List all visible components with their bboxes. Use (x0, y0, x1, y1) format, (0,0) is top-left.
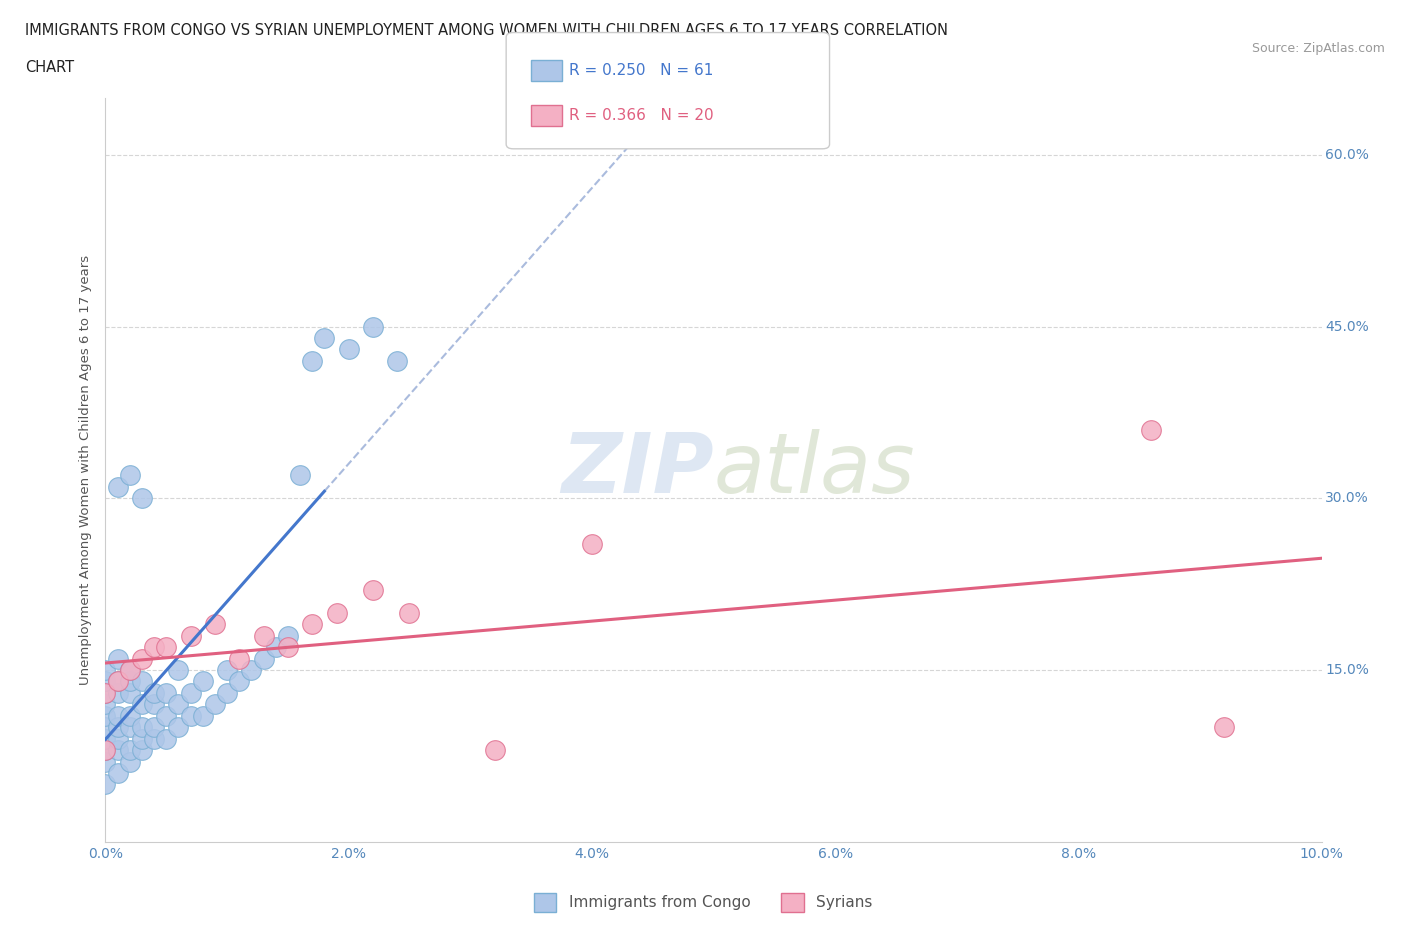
Point (94, 697, 117, 711)
Point (94, 777, 117, 791)
Point (107, 709, 129, 724)
Point (252, 628, 274, 643)
Point (191, 674, 214, 689)
Text: R = 0.250   N = 61: R = 0.250 N = 61 (569, 63, 714, 78)
Point (118, 743, 141, 758)
Point (301, 617, 323, 631)
Point (143, 685, 166, 700)
Point (484, 743, 506, 758)
Text: 45.0%: 45.0% (1326, 320, 1369, 334)
Point (217, 685, 239, 700)
Point (191, 709, 214, 724)
Point (94, 709, 117, 724)
Point (107, 731, 129, 746)
Point (167, 697, 190, 711)
Y-axis label: Unemployment Among Women with Children Ages 6 to 17 years: Unemployment Among Women with Children A… (79, 255, 93, 684)
Point (228, 674, 250, 689)
Point (118, 662, 141, 677)
Point (204, 617, 226, 631)
Point (155, 709, 177, 724)
Point (361, 582, 384, 597)
Point (94, 754, 117, 769)
Point (252, 651, 274, 666)
Point (118, 720, 141, 735)
Point (107, 720, 129, 735)
Point (155, 640, 177, 655)
Text: ZIP: ZIP (561, 429, 713, 511)
Point (314, 330, 336, 345)
Point (118, 468, 141, 483)
Point (387, 353, 409, 368)
Point (1213, 720, 1236, 735)
Point (361, 319, 384, 334)
Text: 15.0%: 15.0% (1326, 663, 1369, 677)
Point (167, 662, 190, 677)
Point (118, 709, 141, 724)
Point (94, 731, 117, 746)
Point (94, 720, 117, 735)
Point (180, 628, 202, 643)
Point (398, 605, 420, 620)
Point (107, 685, 129, 700)
Point (301, 353, 323, 368)
Point (1140, 422, 1163, 437)
Legend: Immigrants from Congo, Syrians: Immigrants from Congo, Syrians (527, 887, 879, 918)
Point (131, 674, 153, 689)
Point (337, 342, 360, 357)
Point (167, 720, 190, 735)
Text: R = 0.366   N = 20: R = 0.366 N = 20 (569, 108, 714, 123)
Point (131, 697, 153, 711)
Point (143, 720, 166, 735)
Text: 60.0%: 60.0% (1326, 148, 1369, 162)
Point (94, 743, 117, 758)
Point (94, 685, 117, 700)
Point (240, 662, 263, 677)
Point (107, 674, 129, 689)
Text: IMMIGRANTS FROM CONGO VS SYRIAN UNEMPLOYMENT AMONG WOMEN WITH CHILDREN AGES 6 TO: IMMIGRANTS FROM CONGO VS SYRIAN UNEMPLOY… (25, 23, 948, 38)
Point (118, 754, 141, 769)
Point (131, 743, 153, 758)
Point (118, 685, 141, 700)
Point (581, 537, 603, 551)
Point (107, 479, 129, 494)
Text: CHART: CHART (25, 60, 75, 75)
Point (277, 640, 299, 655)
Text: Source: ZipAtlas.com: Source: ZipAtlas.com (1251, 42, 1385, 55)
Point (180, 685, 202, 700)
Point (94, 743, 117, 758)
Point (131, 720, 153, 735)
Text: 30.0%: 30.0% (1326, 491, 1369, 505)
Point (94, 685, 117, 700)
Point (143, 640, 166, 655)
Point (143, 731, 166, 746)
Point (107, 765, 129, 780)
Point (131, 491, 153, 506)
Point (180, 709, 202, 724)
Point (118, 674, 141, 689)
Point (228, 651, 250, 666)
Point (94, 662, 117, 677)
Point (131, 651, 153, 666)
Point (288, 468, 311, 483)
Point (155, 685, 177, 700)
Point (204, 697, 226, 711)
Point (118, 662, 141, 677)
Point (277, 628, 299, 643)
Point (325, 605, 347, 620)
Point (107, 651, 129, 666)
Point (107, 674, 129, 689)
Point (143, 697, 166, 711)
Text: atlas: atlas (713, 429, 915, 511)
Point (264, 640, 287, 655)
Point (107, 743, 129, 758)
Point (217, 662, 239, 677)
Point (131, 731, 153, 746)
Point (94, 674, 117, 689)
Point (155, 731, 177, 746)
